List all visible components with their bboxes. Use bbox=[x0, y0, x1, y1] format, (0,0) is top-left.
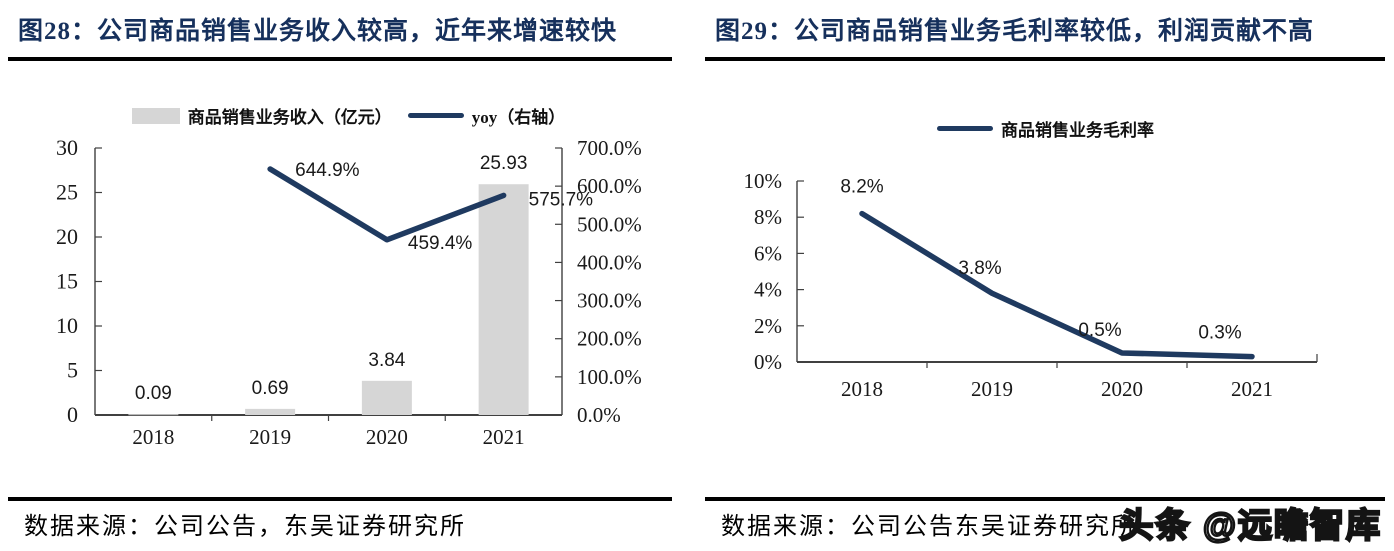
figure-29-footer-rule bbox=[705, 497, 1385, 501]
yoy-value-label: 575.7% bbox=[529, 189, 594, 210]
revenue-bar-swatch bbox=[131, 107, 180, 124]
right-axis-tick-label: 100.0% bbox=[577, 365, 642, 389]
legend-item-yoy: yoy（右轴） bbox=[407, 103, 566, 128]
x-axis-year-label: 2020 bbox=[1101, 377, 1143, 401]
gross-margin-line-chart: 0% 2% 4% 6% 8% 10% 2018 2019 2020 2021 8.2% 3.8% 0.5… bbox=[744, 169, 1318, 401]
panel-figure-28: 图28：公司商品销售业务收入较高，近年来增速较快 商品销售业务收入（亿元） yo… bbox=[0, 18, 697, 540]
revenue-bar-value-label: 0.69 bbox=[252, 378, 289, 399]
left-axis-tick-label: 30 bbox=[56, 135, 78, 160]
gross-margin-value-label: 3.8% bbox=[958, 258, 1001, 279]
x-axis-year-label: 2021 bbox=[1231, 377, 1273, 401]
left-axis-tick-label: 5 bbox=[67, 358, 78, 383]
figure-29-source: 数据来源：公司公告东吴证券研究所 bbox=[721, 514, 1137, 540]
right-axis-tick-label: 500.0% bbox=[577, 212, 642, 236]
y-axis-tick-label: 10% bbox=[744, 169, 783, 193]
y-axis-tick-label: 8% bbox=[754, 205, 782, 229]
legend-item-gross-margin: 商品销售业务毛利率 bbox=[937, 116, 1154, 141]
x-axis-year-label: 2018 bbox=[132, 425, 174, 449]
yoy-line bbox=[267, 166, 507, 243]
gross-margin-line bbox=[859, 210, 1255, 360]
y-axis-tick-label: 0% bbox=[754, 350, 782, 374]
left-axis-tick-label: 20 bbox=[56, 224, 78, 249]
figure-28-title-rule bbox=[8, 57, 672, 61]
revenue-bar-2020 bbox=[361, 380, 412, 415]
figure-28-legend: 商品销售业务收入（亿元） yoy（右轴） bbox=[0, 103, 697, 128]
gross-margin-value-label: 0.3% bbox=[1198, 323, 1241, 344]
left-axis-tick-label: 25 bbox=[56, 180, 78, 205]
yoy-value-label: 644.9% bbox=[295, 160, 360, 181]
x-axis-year-label: 2019 bbox=[249, 425, 291, 449]
legend-label-yoy: yoy（右轴） bbox=[471, 108, 566, 127]
gross-margin-line-swatch bbox=[937, 126, 993, 131]
left-axis-tick-label: 10 bbox=[56, 313, 78, 338]
right-axis-tick-label: 700.0% bbox=[577, 136, 642, 160]
figure-28-footer-rule bbox=[8, 497, 672, 501]
right-axis-tick-label: 600.0% bbox=[577, 174, 642, 198]
legend-label-gross-margin: 商品销售业务毛利率 bbox=[1001, 121, 1154, 140]
legend-label-revenue: 商品销售业务收入（亿元） bbox=[187, 108, 392, 127]
figure-28-title: 图28：公司商品销售业务收入较高，近年来增速较快 bbox=[18, 18, 618, 45]
left-axis-tick-label: 0 bbox=[67, 402, 78, 427]
revenue-yoy-combo-chart: 0510152025300.0%100.0%200.0%300.0%400.0%… bbox=[56, 135, 642, 449]
right-axis-tick-label: 400.0% bbox=[577, 250, 642, 274]
panel-figure-29: 图29：公司商品销售业务毛利率较低，利润贡献不高 商品销售业务毛利率 0% 2% 4… bbox=[697, 0, 1394, 551]
yoy-line-swatch bbox=[407, 113, 464, 118]
y-axis-tick-label: 2% bbox=[754, 314, 782, 338]
x-axis-year-label: 2018 bbox=[841, 377, 883, 401]
toutiao-watermark: 头条 @远瞻智库 bbox=[1118, 506, 1382, 546]
gross-margin-value-label: 8.2% bbox=[840, 177, 883, 198]
right-axis-tick-label: 0.0% bbox=[577, 403, 621, 427]
revenue-bar-value-label: 0.09 bbox=[135, 383, 172, 404]
revenue-bar-2019 bbox=[245, 408, 296, 415]
x-axis-year-label: 2019 bbox=[971, 377, 1013, 401]
revenue-bar-value-label: 3.84 bbox=[368, 350, 405, 371]
y-axis-tick-label: 6% bbox=[754, 241, 782, 265]
revenue-bar-2021 bbox=[478, 184, 529, 415]
x-axis-year-label: 2021 bbox=[483, 425, 525, 449]
yoy-value-label: 459.4% bbox=[408, 233, 473, 254]
figure-28-source: 数据来源：公司公告，东吴证券研究所 bbox=[24, 514, 466, 540]
left-axis-tick-label: 15 bbox=[56, 269, 78, 294]
gross-margin-value-label: 0.5% bbox=[1078, 320, 1121, 341]
revenue-bar-value-label: 25.93 bbox=[480, 153, 528, 174]
figure-29-title: 图29：公司商品销售业务毛利率较低，利润贡献不高 bbox=[715, 18, 1315, 45]
right-axis-tick-label: 300.0% bbox=[577, 289, 642, 313]
revenue-bar-2018 bbox=[128, 414, 179, 416]
legend-item-revenue: 商品销售业务收入（亿元） bbox=[131, 103, 392, 128]
figure-29-legend: 商品销售业务毛利率 bbox=[697, 116, 1394, 141]
x-axis-year-label: 2020 bbox=[366, 425, 408, 449]
revenue-bars bbox=[128, 184, 529, 416]
right-axis-tick-label: 200.0% bbox=[577, 327, 642, 351]
y-axis-tick-label: 4% bbox=[754, 278, 782, 302]
figure-29-title-rule bbox=[705, 57, 1385, 61]
